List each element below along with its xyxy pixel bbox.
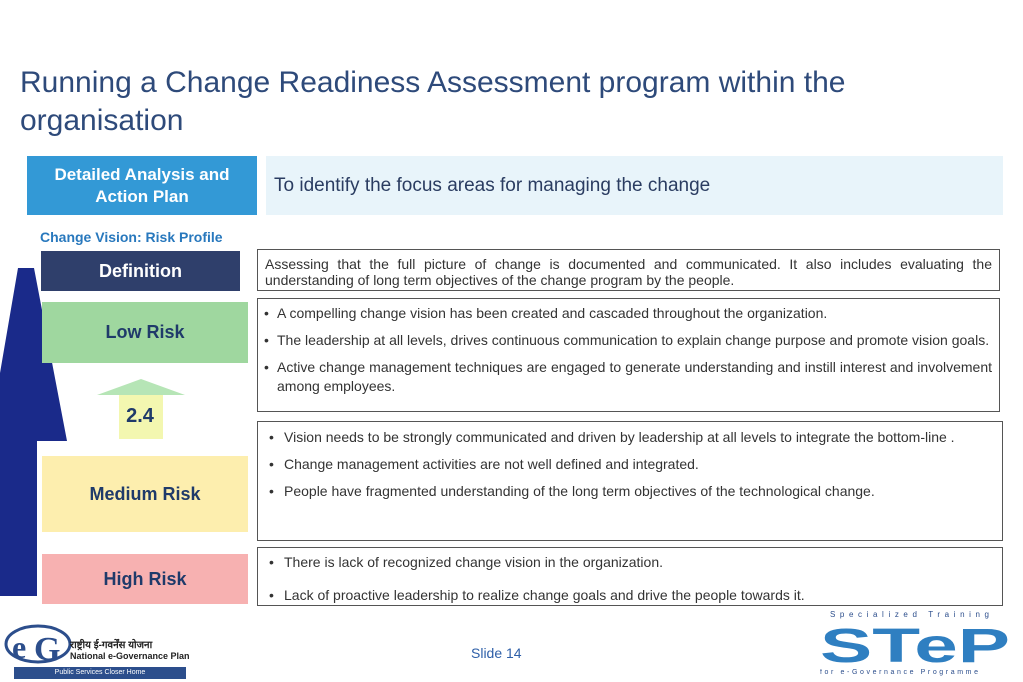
level-definition: Definition [41, 251, 240, 291]
low-risk-box: A compelling change vision has been crea… [257, 298, 1000, 412]
section-label: Detailed Analysis and Action Plan [27, 156, 257, 215]
negp-hindi-name: राष्ट्रीय ई-गवर्नेंस योजना [70, 640, 153, 651]
slide-number: Slide 14 [471, 645, 522, 661]
risk-profile-subtitle: Change Vision: Risk Profile [40, 229, 223, 245]
list-item: Change management activities are not wel… [264, 455, 996, 474]
level-medium-risk: Medium Risk [42, 456, 248, 532]
medium-risk-box: Vision needs to be strongly communicated… [257, 421, 1003, 541]
score-value: 2.4 [126, 404, 154, 427]
negp-logo-icon: e G [4, 624, 72, 668]
negp-tagline: Public Services Closer Home [14, 667, 186, 679]
list-item: Active change management techniques are … [259, 358, 992, 396]
step-logo-top-text: Specialized Training [830, 610, 994, 619]
svg-text:G: G [34, 631, 60, 668]
page-title: Running a Change Readiness Assessment pr… [20, 66, 846, 137]
list-item: A compelling change vision has been crea… [259, 304, 992, 323]
list-item: There is lack of recognized change visio… [264, 553, 996, 572]
definition-box: Assessing that the full picture of chang… [257, 249, 1000, 291]
negp-name: National e-Governance Plan [70, 651, 190, 661]
score-arrow-icon [97, 379, 185, 439]
section-description: To identify the focus areas for managing… [266, 156, 1003, 215]
big-up-arrow-icon [0, 268, 67, 596]
list-item: Vision needs to be strongly communicated… [264, 428, 996, 447]
level-high-risk: High Risk [42, 554, 248, 604]
level-low-risk: Low Risk [42, 302, 248, 363]
step-logo-bottom-text: for e-Governance Programme [820, 669, 981, 676]
high-risk-box: There is lack of recognized change visio… [257, 547, 1003, 606]
list-item: People have fragmented understanding of … [264, 482, 996, 501]
step-logo-icon: STeP [818, 620, 1013, 668]
list-item: The leadership at all levels, drives con… [259, 331, 992, 350]
list-item: Lack of proactive leadership to realize … [264, 586, 996, 605]
definition-text: Assessing that the full picture of chang… [265, 256, 992, 288]
step-logo-word: STeP [820, 620, 1010, 668]
svg-text:e: e [12, 629, 26, 665]
